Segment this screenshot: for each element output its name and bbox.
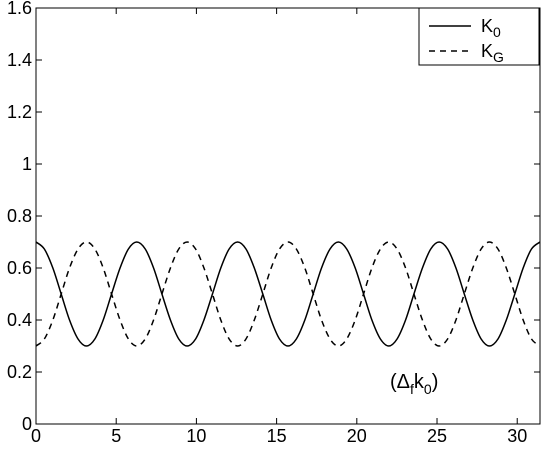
y-tick-label: 0.4	[7, 310, 32, 330]
y-tick-label: 0.2	[7, 362, 32, 382]
y-tick-label: 0.6	[7, 258, 32, 278]
y-tick-label: 1.2	[7, 102, 32, 122]
series-line	[35, 241, 541, 347]
legend-label-sub: G	[493, 49, 504, 65]
y-tick-label: 0.8	[7, 206, 32, 226]
annotation-part: f	[410, 381, 414, 397]
annotation: (Δfk0)	[390, 371, 438, 397]
x-tick-label: 5	[111, 426, 121, 445]
y-tick-label: 1.6	[7, 0, 32, 18]
legend-label-main: K	[481, 16, 493, 36]
legend-label: K0	[481, 16, 501, 40]
legend-label-main: K	[481, 41, 493, 61]
plot-area	[35, 7, 541, 425]
legend-box	[418, 7, 540, 66]
x-tick-label: 15	[267, 426, 287, 445]
legend-label: KG	[481, 41, 504, 65]
x-tick-label: 0	[31, 426, 41, 445]
x-tick-label: 25	[427, 426, 447, 445]
annotation-part: (Δ	[390, 371, 410, 393]
legend-label-sub: 0	[493, 24, 501, 40]
x-tick-label: 30	[507, 426, 527, 445]
annotation-part: 0	[424, 381, 432, 397]
annotation-part: )	[432, 371, 439, 393]
x-tick-label: 10	[186, 426, 206, 445]
y-tick-label: 1	[22, 154, 32, 174]
y-tick-label: 1.4	[7, 50, 32, 70]
y-tick-label: 0	[22, 414, 32, 434]
x-tick-label: 20	[347, 426, 367, 445]
annotation-part: k	[414, 371, 425, 393]
series-line	[35, 241, 541, 347]
